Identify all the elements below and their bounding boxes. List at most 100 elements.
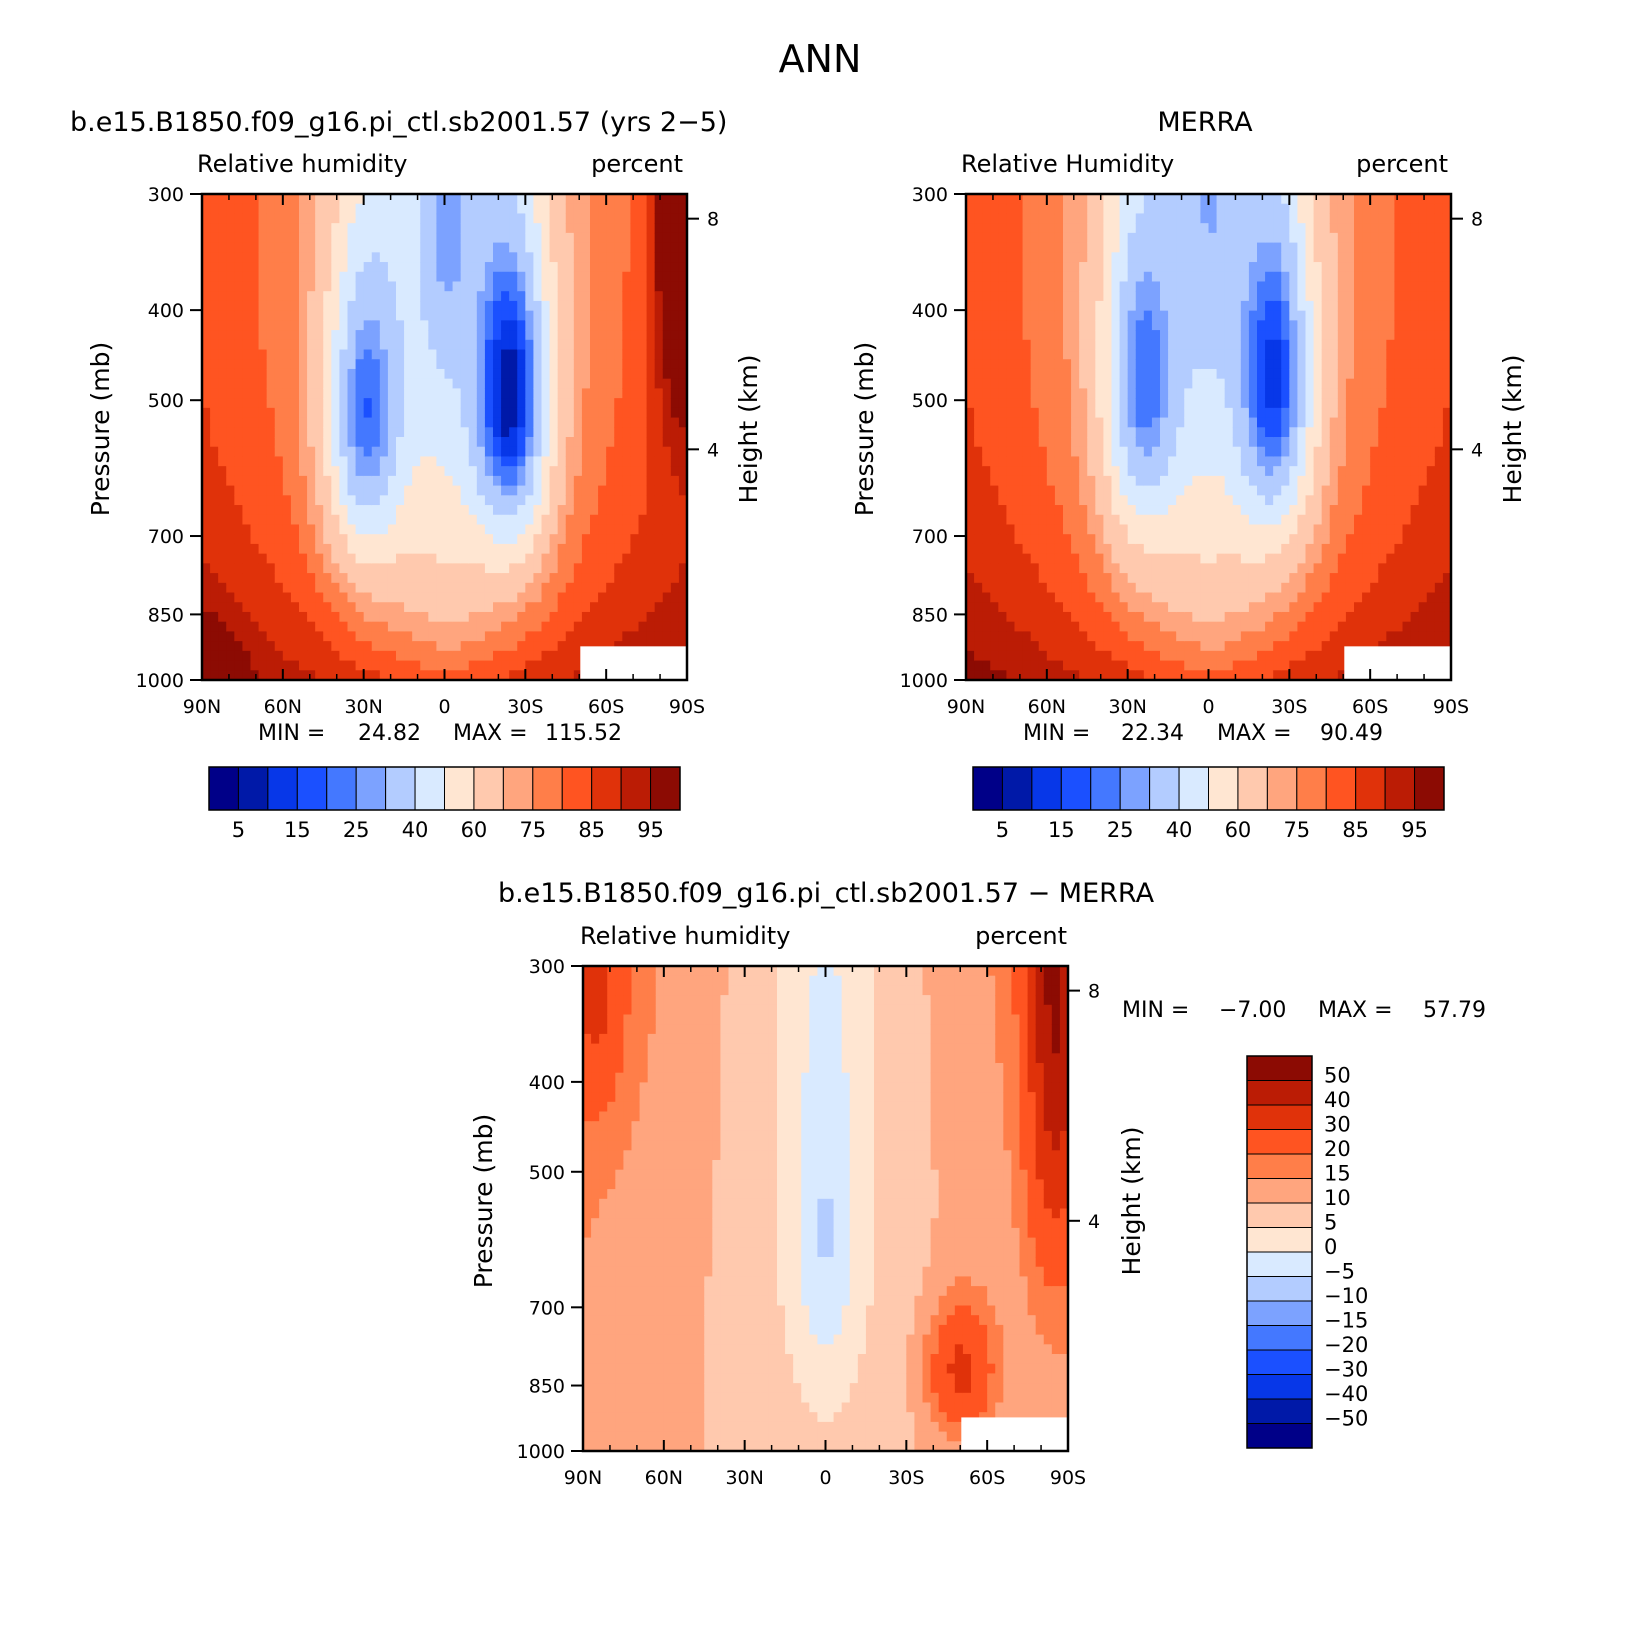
contour-cell	[541, 602, 551, 613]
colorbar-box	[355, 766, 387, 811]
contour-cell	[1208, 398, 1218, 409]
contour-cell	[363, 573, 373, 584]
contour-cell	[1119, 553, 1129, 564]
contour-cell	[590, 407, 599, 419]
contour-cell	[387, 660, 397, 671]
contour-cell	[1216, 359, 1226, 370]
contour-cell	[339, 475, 349, 487]
contour-cell	[420, 437, 429, 448]
contour-cell	[1103, 543, 1113, 555]
contour-cell	[202, 417, 211, 428]
contour-cell	[606, 281, 615, 292]
contour-cell	[525, 417, 535, 428]
contour-cell	[990, 495, 999, 506]
contour-cell	[1014, 339, 1024, 351]
contour-cell	[1054, 592, 1064, 603]
contour-cell	[1071, 291, 1080, 302]
contour-cell	[654, 417, 664, 428]
contour-cell	[573, 281, 583, 292]
contour-cell	[614, 592, 623, 603]
units-label-obs: percent	[1356, 150, 1448, 178]
contour-cell	[1071, 650, 1080, 662]
contour-cell	[1038, 213, 1048, 224]
contour-cell	[323, 505, 332, 516]
contour-cell	[630, 553, 640, 564]
contour-cell	[509, 582, 518, 594]
contour-cell	[234, 563, 244, 574]
contour-cell	[1135, 232, 1145, 244]
contour-cell	[541, 514, 551, 526]
contour-cell	[1030, 291, 1040, 302]
contour-cell	[573, 339, 583, 351]
contour-cell	[1192, 262, 1202, 273]
contour-cell	[1192, 398, 1202, 409]
contour-cell	[371, 291, 381, 302]
contour-cell	[654, 203, 664, 215]
contour-cell	[1192, 203, 1202, 215]
contour-cell	[1224, 281, 1234, 292]
contour-cell	[1265, 573, 1274, 584]
contour-cell	[630, 291, 640, 302]
contour-cell	[1087, 573, 1096, 584]
contour-cell	[1030, 534, 1040, 545]
contour-cell	[266, 368, 276, 380]
contour-cell	[646, 466, 656, 477]
contour-cell	[630, 300, 640, 312]
contour-cell	[1030, 543, 1040, 555]
contour-cell	[1151, 417, 1161, 428]
contour-cell	[557, 475, 567, 487]
contour-cell	[339, 320, 349, 331]
contour-cell	[630, 456, 640, 467]
contour-cell	[299, 592, 308, 603]
contour-cell	[299, 203, 308, 215]
contour-cell	[258, 650, 268, 662]
contour-cell	[974, 631, 983, 642]
contour-cell	[1248, 650, 1258, 662]
contour-cell	[452, 310, 462, 321]
contour-cell	[436, 670, 446, 681]
contour-cell	[1046, 271, 1056, 283]
contour-cell	[274, 213, 284, 224]
contour-cell	[484, 262, 494, 273]
contour-cell	[323, 514, 332, 526]
contour-cell	[557, 602, 567, 613]
contour-cell	[525, 543, 535, 555]
contour-cell	[581, 310, 591, 321]
contour-cell	[598, 631, 607, 642]
contour-cell	[1160, 573, 1169, 584]
contour-cell	[387, 514, 397, 526]
contour-cell	[966, 573, 975, 584]
contour-cell	[1216, 310, 1226, 321]
contour-cell	[1224, 213, 1234, 224]
contour-cell	[1257, 271, 1266, 283]
contour-cell	[622, 553, 632, 564]
contour-cell	[452, 407, 462, 419]
contour-cell	[355, 553, 365, 564]
contour-cell	[990, 368, 999, 380]
contour-cell	[573, 534, 583, 545]
contour-cell	[218, 631, 227, 642]
colorbar-box	[561, 766, 593, 811]
contour-cell	[1071, 485, 1080, 496]
contour-cell	[1135, 437, 1145, 448]
contour-cell	[1224, 320, 1234, 331]
contour-cell	[501, 427, 510, 438]
contour-cell	[974, 223, 983, 234]
contour-cell	[630, 194, 640, 205]
contour-cell	[202, 349, 211, 360]
contour-cell	[436, 388, 446, 399]
contour-cell	[1200, 223, 1210, 234]
contour-cell	[355, 456, 365, 467]
contour-cell	[565, 641, 575, 652]
contour-cell	[274, 641, 284, 652]
contour-cell	[363, 349, 373, 360]
contour-cell	[460, 514, 470, 526]
contour-cell	[323, 271, 332, 283]
contour-cell	[974, 320, 983, 331]
contour-cell	[549, 281, 559, 292]
contour-cell	[299, 611, 308, 623]
contour-cell	[573, 631, 583, 642]
contour-cell	[218, 670, 227, 681]
contour-cell	[646, 524, 656, 535]
